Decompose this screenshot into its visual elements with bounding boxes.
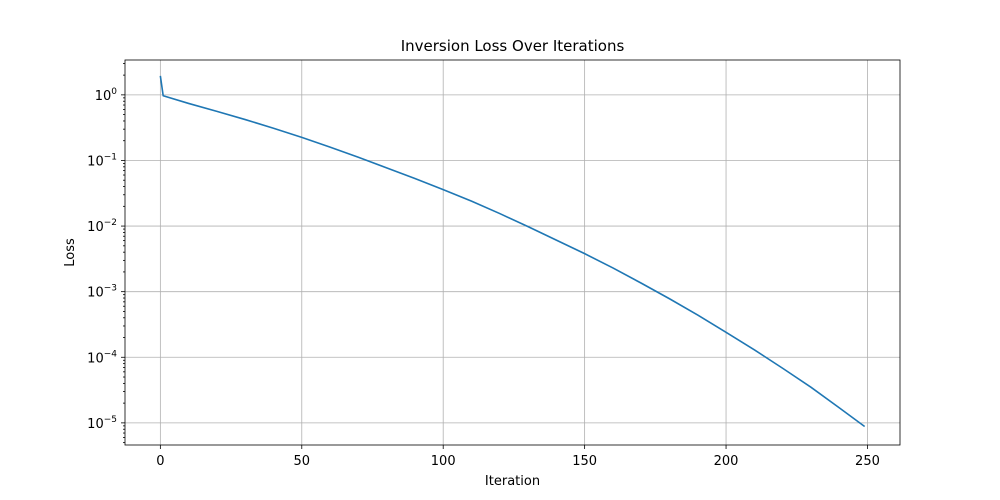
y-tick-label: 10−4 xyxy=(87,349,117,366)
y-tick-label: 10−1 xyxy=(87,152,117,169)
chart-title: Inversion Loss Over Iterations xyxy=(401,37,625,55)
y-tick-label: 10−2 xyxy=(87,218,117,235)
x-tick-label: 150 xyxy=(572,454,597,469)
x-tick-label: 200 xyxy=(714,454,739,469)
x-tick-label: 50 xyxy=(294,454,311,469)
y-tick-label: 100 xyxy=(95,87,118,104)
x-tick-label: 0 xyxy=(156,454,164,469)
grid-lines xyxy=(125,60,900,445)
y-tick-label: 10−5 xyxy=(87,415,117,432)
series-layer xyxy=(159,75,866,428)
x-tick-label: 100 xyxy=(431,454,456,469)
loss-series-line xyxy=(159,75,866,428)
x-axis-label: Iteration xyxy=(485,474,540,489)
y-tick-label: 10−3 xyxy=(87,284,117,301)
axis-ticks: 0 50 100 150 200 250 100 10−1 10−2 10−3 10−4 10−5 xyxy=(87,63,880,469)
x-tick-label: 250 xyxy=(855,454,880,469)
y-axis-label: Loss xyxy=(63,238,78,267)
